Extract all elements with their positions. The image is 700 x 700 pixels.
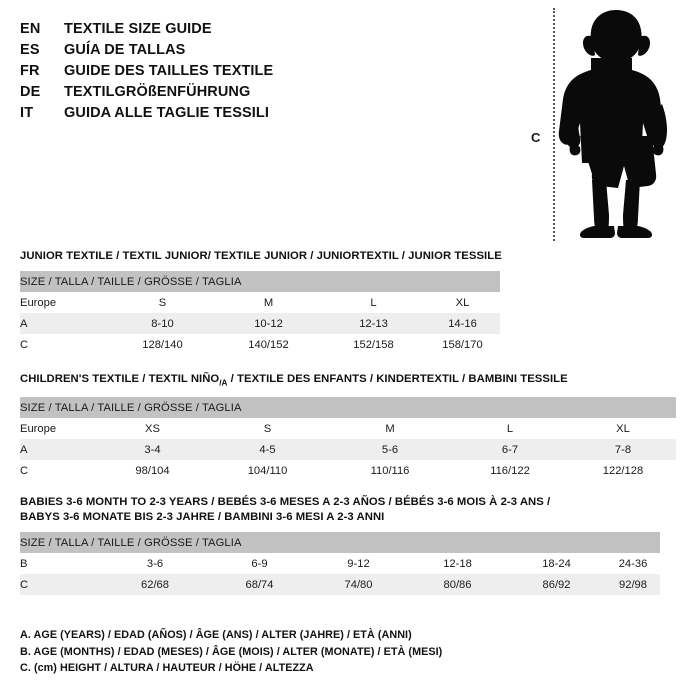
junior-cell-c-m: 140/152	[248, 338, 289, 351]
legend-line-a: A. AGE (YEARS) / EDAD (AÑOS) / ÂGE (ANS)…	[20, 629, 412, 641]
babies-band-label: SIZE / TALLA / TAILLE / GRÖSSE / TAGLIA	[20, 532, 660, 553]
junior-row-label-c: C	[20, 338, 29, 351]
table-row: A 8-10 10-12 12-13 14-16	[20, 313, 500, 334]
babies-band-row: SIZE / TALLA / TAILLE / GRÖSSE / TAGLIA	[20, 532, 660, 553]
children-cell-c-m: 110/116	[370, 464, 410, 477]
children-cell-a-m: 5-6	[381, 443, 399, 456]
children-cell-a-xl: 7-8	[614, 443, 632, 456]
language-title-block: EN TEXTILE SIZE GUIDE ES GUÍA DE TALLAS …	[20, 21, 490, 126]
junior-size-table: SIZE / TALLA / TAILLE / GRÖSSE / TAGLIA …	[20, 271, 500, 355]
children-band-label: SIZE / TALLA / TAILLE / GRÖSSE / TAGLIA	[20, 397, 676, 419]
junior-section-heading: JUNIOR TEXTILE / TEXTIL JUNIOR/ TEXTILE …	[20, 250, 502, 262]
measure-dashed-line	[553, 8, 555, 241]
children-cell-europe-m: M	[385, 422, 395, 435]
babies-cell-c-6: 92/98	[619, 578, 647, 591]
children-band-row: SIZE / TALLA / TAILLE / GRÖSSE / TAGLIA	[20, 397, 676, 419]
language-row-it: IT GUIDA ALLE TAGLIE TESSILI	[20, 105, 490, 126]
babies-cell-b-1: 3-6	[146, 557, 164, 570]
babies-cell-c-5: 86/92	[542, 578, 571, 591]
children-heading-sub: /A	[219, 378, 228, 388]
junior-cell-europe-m: M	[263, 296, 274, 309]
junior-cell-a-l: 12-13	[359, 317, 388, 330]
language-code-es: ES	[20, 42, 40, 58]
language-row-fr: FR GUIDE DES TAILLES TEXTILE	[20, 63, 490, 84]
children-cell-a-s: 4-5	[259, 443, 276, 456]
language-code-de: DE	[20, 84, 41, 100]
babies-cell-b-4: 12-18	[443, 557, 472, 570]
language-title-de: TEXTILGRÖßENFÜHRUNG	[64, 84, 251, 100]
table-row: C 128/140 140/152 152/158 158/170	[20, 334, 500, 355]
table-row: A 3-4 4-5 5-6 6-7 7-8	[20, 439, 676, 461]
junior-cell-europe-xl: XL	[455, 296, 470, 309]
babies-cell-c-2: 68/74	[245, 578, 274, 591]
babies-section-heading-line2: BABYS 3-6 MONATE BIS 2-3 JAHRE / BAMBINI…	[20, 511, 385, 523]
measure-label-c: C	[531, 130, 541, 145]
toddler-silhouette-icon	[558, 10, 667, 238]
legend-block: A. AGE (YEARS) / EDAD (AÑOS) / ÂGE (ANS)…	[20, 627, 442, 677]
children-row-label-c: C	[20, 464, 29, 477]
children-cell-europe-s: S	[263, 422, 272, 435]
section-babies-textile: BABIES 3-6 MONTH TO 2-3 YEARS / BEBÉS 3-…	[20, 495, 660, 595]
children-row-label-a: A	[20, 443, 28, 456]
section-junior-textile: JUNIOR TEXTILE / TEXTIL JUNIOR/ TEXTILE …	[20, 249, 502, 355]
children-size-table: SIZE / TALLA / TAILLE / GRÖSSE / TAGLIA …	[20, 397, 676, 482]
junior-cell-c-l: 152/158	[353, 338, 394, 351]
junior-cell-a-m: 10-12	[254, 317, 283, 330]
junior-band-label: SIZE / TALLA / TAILLE / GRÖSSE / TAGLIA	[20, 271, 500, 292]
table-row: C 62/68 68/74 74/80 80/86 86/92 92/98	[20, 574, 660, 595]
junior-cell-a-xl: 14-16	[448, 317, 477, 330]
table-row: C 98/104 104/110 110/116 116/122 122/128	[20, 460, 676, 482]
junior-cell-c-xl: 158/170	[442, 338, 483, 351]
children-row-label-europe: Europe	[20, 422, 57, 435]
children-cell-c-xs: 98/104	[135, 464, 170, 477]
babies-cell-b-6: 24-36	[618, 557, 648, 570]
children-cell-c-xl: 122/128	[602, 464, 644, 477]
babies-cell-c-4: 80/86	[443, 578, 472, 591]
babies-cell-c-3: 74/80	[344, 578, 373, 591]
junior-cell-europe-s: S	[158, 296, 167, 309]
language-code-it: IT	[20, 105, 34, 121]
language-code-fr: FR	[20, 63, 40, 79]
children-cell-europe-xl: XL	[616, 422, 630, 435]
babies-cell-b-5: 18-24	[542, 557, 571, 570]
language-title-fr: GUIDE DES TAILLES TEXTILE	[64, 63, 274, 79]
babies-cell-b-3: 9-12	[347, 557, 370, 570]
language-title-it: GUIDA ALLE TAGLIE TESSILI	[64, 105, 269, 121]
children-cell-a-l: 6-7	[501, 443, 519, 456]
table-row: B 3-6 6-9 9-12 12-18 18-24 24-36	[20, 553, 660, 574]
children-heading-pre: CHILDREN'S TEXTILE / TEXTIL NIÑO	[20, 373, 220, 385]
babies-cell-c-1: 62/68	[141, 578, 169, 591]
junior-row-label-europe: Europe	[20, 296, 57, 309]
babies-row-label-c: C	[20, 578, 29, 591]
legend-line-c: C. (cm) HEIGHT / ALTURA / HAUTEUR / HÖHE…	[20, 662, 314, 674]
junior-band-row: SIZE / TALLA / TAILLE / GRÖSSE / TAGLIA	[20, 271, 500, 292]
babies-section-heading-line1: BABIES 3-6 MONTH TO 2-3 YEARS / BEBÉS 3-…	[20, 496, 551, 508]
children-section-heading: CHILDREN'S TEXTILE / TEXTIL NIÑO/A / TEX…	[20, 372, 676, 390]
children-cell-europe-l: L	[506, 422, 514, 435]
junior-cell-c-s: 128/140	[142, 338, 183, 351]
language-row-en: EN TEXTILE SIZE GUIDE	[20, 21, 490, 42]
junior-row-label-a: A	[20, 317, 28, 330]
babies-cell-b-2: 6-9	[251, 557, 268, 570]
language-code-en: EN	[20, 21, 41, 37]
table-row: Europe XS S M L XL	[20, 418, 676, 440]
language-row-de: DE TEXTILGRÖßENFÜHRUNG	[20, 84, 490, 105]
children-cell-europe-xs: XS	[145, 422, 160, 435]
children-heading-post: / TEXTILE DES ENFANTS / KINDERTEXTIL / B…	[227, 373, 568, 385]
language-title-es: GUÍA DE TALLAS	[64, 42, 186, 58]
children-cell-c-l: 116/122	[490, 464, 530, 477]
junior-cell-europe-l: L	[370, 296, 377, 309]
children-cell-c-s: 104/110	[247, 464, 288, 477]
table-row: Europe S M L XL	[20, 292, 500, 313]
babies-row-label-b: B	[20, 557, 28, 570]
babies-size-table: SIZE / TALLA / TAILLE / GRÖSSE / TAGLIA …	[20, 532, 660, 595]
children-cell-a-xs: 3-4	[144, 443, 161, 456]
language-row-es: ES GUÍA DE TALLAS	[20, 42, 490, 63]
language-title-en: TEXTILE SIZE GUIDE	[64, 21, 212, 37]
junior-cell-a-s: 8-10	[151, 317, 174, 330]
section-children-textile: CHILDREN'S TEXTILE / TEXTIL NIÑO/A / TEX…	[20, 372, 676, 482]
legend-line-b: B. AGE (MONTHS) / EDAD (MESES) / ÂGE (MO…	[20, 645, 443, 658]
height-measure-figure: C	[510, 0, 700, 250]
